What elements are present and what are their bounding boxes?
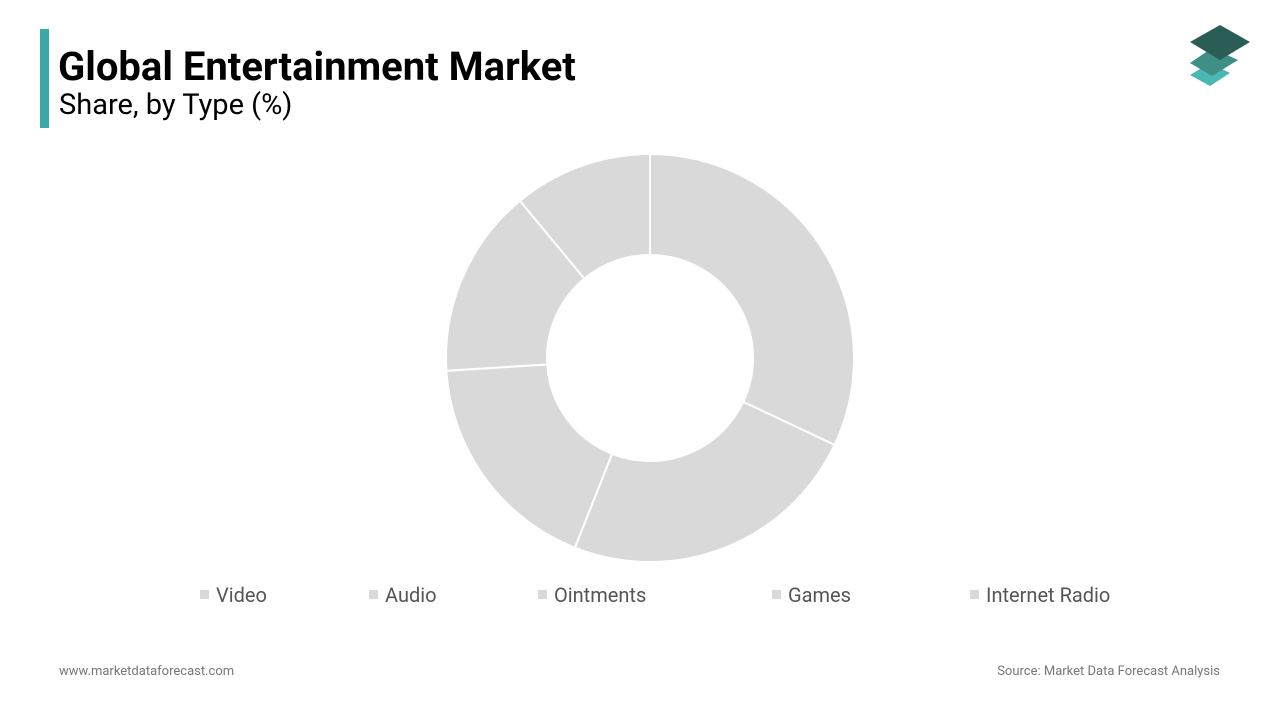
legend-label: Ointments — [554, 583, 646, 607]
chart-subtitle: Share, by Type (%) — [59, 88, 292, 122]
legend-marker — [772, 590, 781, 599]
logo — [1190, 25, 1250, 86]
donut-slice — [649, 152, 855, 447]
legend-marker — [200, 590, 209, 599]
legend-marker — [538, 590, 547, 599]
accent-bar — [40, 29, 49, 128]
legend-marker — [970, 590, 979, 599]
donut-slice — [445, 363, 614, 549]
donut-slice — [445, 199, 586, 372]
donut-slice — [518, 152, 651, 281]
legend-label: Games — [788, 583, 851, 607]
legend-label: Video — [216, 583, 267, 607]
website: www.marketdataforecast.com — [59, 664, 234, 679]
source: Source: Market Data Forecast Analysis — [997, 664, 1220, 679]
legend-label: Audio — [385, 583, 437, 607]
legend-marker — [369, 590, 378, 599]
chart-title: Global Entertainment Market — [58, 43, 576, 90]
donut-slice — [573, 400, 836, 563]
legend-label: Internet Radio — [986, 583, 1110, 607]
